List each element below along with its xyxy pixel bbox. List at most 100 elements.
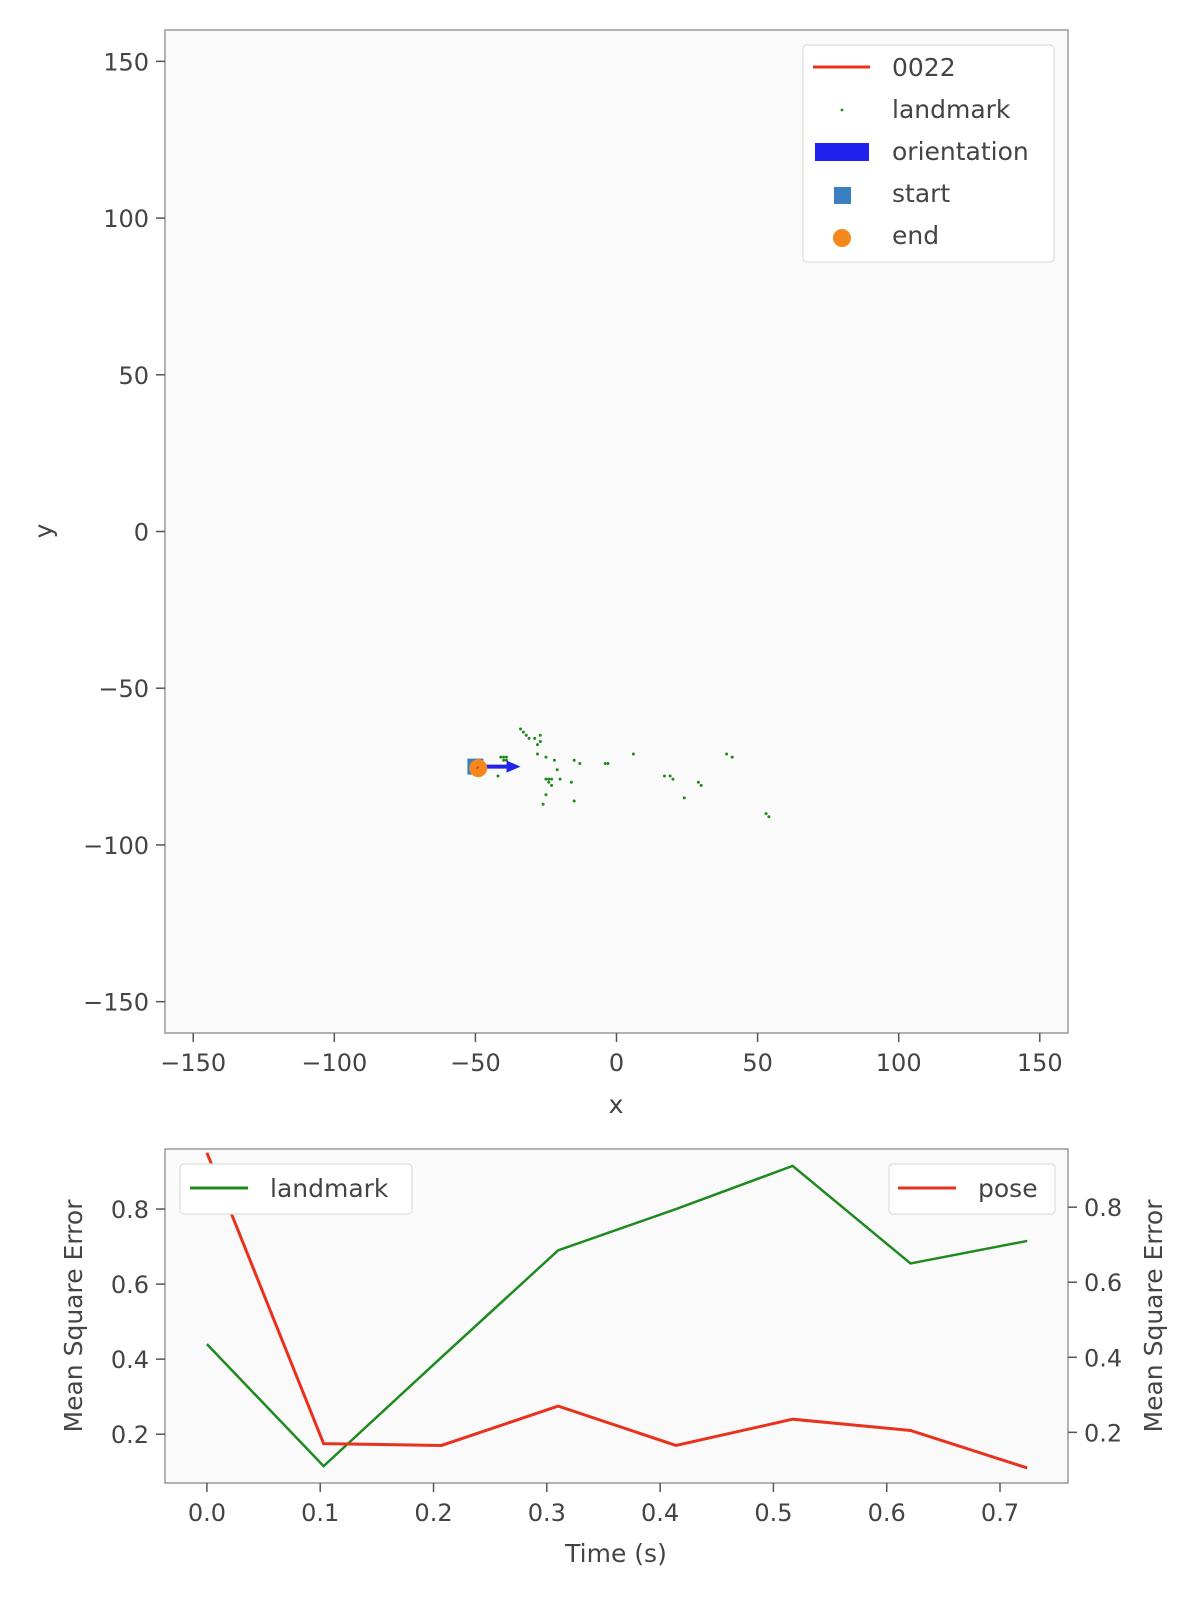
y-tick-label: 0: [134, 519, 149, 547]
trajectory-legend-box: [802, 44, 1055, 263]
landmark-point: [541, 802, 545, 806]
landmark-point: [699, 783, 703, 787]
legend-label-pose-error: pose: [978, 1174, 1038, 1203]
landmark-point: [550, 777, 554, 781]
orientation-arrow-head: [506, 760, 521, 773]
landmark-point: [606, 761, 610, 765]
right-y-tick-label: 0.2: [1084, 1419, 1122, 1447]
landmark-point: [696, 780, 700, 784]
legend-label-0022: 0022: [892, 53, 956, 82]
legend-swatch-landmark: [840, 108, 844, 112]
legend-label-landmark: landmark: [892, 95, 1011, 124]
landmark-legend: landmark: [179, 1163, 413, 1215]
x-tick-label: 100: [876, 1049, 922, 1077]
legend-swatch-end: [833, 229, 851, 247]
x-tick-label: −150: [160, 1049, 226, 1077]
landmark-point: [547, 780, 551, 784]
x-tick-label: 0.2: [414, 1499, 452, 1527]
landmark-point: [524, 733, 528, 737]
right-y-tick-label: 0.6: [1084, 1269, 1122, 1297]
landmark-point: [603, 761, 607, 765]
landmark-point: [504, 755, 508, 759]
landmark-point: [671, 777, 675, 781]
pose-legend-box: [888, 1163, 1056, 1215]
error-plot: 0.0 0.1 0.2 0.3 0.4 0.5 0.6 0.7 0.2 0.4 0.6 0.8 0.…: [59, 1148, 1168, 1568]
landmark-point: [544, 777, 548, 781]
x-tick-label: −50: [450, 1049, 501, 1077]
landmark-point: [578, 761, 582, 765]
x-tick-label: 0.0: [188, 1499, 226, 1527]
landmark-point: [535, 743, 539, 747]
landmark-point: [499, 755, 503, 759]
trajectory-y-axis-label: y: [29, 523, 58, 538]
right-y-tick-label: 0.4: [1084, 1344, 1122, 1372]
error-left-y-axis: 0.2 0.4 0.6 0.8: [111, 1196, 165, 1449]
error-x-axis-label: Time (s): [564, 1539, 667, 1568]
left-y-tick-label: 0.8: [111, 1196, 149, 1224]
landmark-point: [496, 774, 500, 778]
right-y-tick-label: 0.8: [1084, 1194, 1122, 1222]
legend-label-end: end: [892, 221, 939, 250]
landmark-point: [572, 758, 576, 762]
error-right-y-axis-label: Mean Square Error: [1139, 1199, 1168, 1433]
error-marks: [205, 1152, 1028, 1470]
landmark-point: [547, 777, 551, 781]
left-y-tick-label: 0.6: [111, 1271, 149, 1299]
landmark-point: [533, 736, 537, 740]
legend-label-orientation: orientation: [892, 137, 1029, 166]
landmark-point: [668, 774, 672, 778]
landmark-point: [569, 780, 573, 784]
legend-label-start: start: [892, 179, 950, 208]
x-tick-label: 150: [1017, 1049, 1063, 1077]
landmark-point: [521, 730, 525, 734]
legend-swatch-orientation: [815, 143, 869, 161]
landmark-point: [535, 752, 539, 756]
trajectory-y-axis: −150 −100 −50 0 50 100 150: [83, 48, 165, 1017]
y-tick-label: −50: [98, 675, 149, 703]
landmark-point: [730, 755, 734, 759]
x-tick-label: 0.6: [868, 1499, 906, 1527]
landmark-point: [502, 758, 506, 762]
y-tick-label: 150: [103, 48, 149, 76]
pose-legend: pose: [888, 1163, 1056, 1215]
trajectory-line: [475, 765, 480, 770]
x-tick-label: 50: [742, 1049, 773, 1077]
x-tick-label: 0.3: [528, 1499, 566, 1527]
landmark-point: [550, 783, 554, 787]
y-tick-label: 50: [118, 362, 149, 390]
legend-label-landmark-error: landmark: [270, 1174, 389, 1203]
x-tick-label: 0: [609, 1049, 624, 1077]
error-left-y-axis-label: Mean Square Error: [59, 1199, 88, 1433]
x-tick-label: 0.7: [981, 1499, 1019, 1527]
trajectory-x-axis: −150 −100 −50 0 50 100 150: [160, 1033, 1063, 1077]
x-tick-label: 0.4: [641, 1499, 679, 1527]
landmark-error-line: [206, 1164, 1028, 1468]
landmark-legend-box: [179, 1163, 413, 1215]
trajectory-plot: −150 −100 −50 0 50 100 150 −150 −100 −50 0 50 100 15…: [29, 29, 1069, 1119]
y-tick-label: −150: [83, 989, 149, 1017]
x-tick-label: 0.5: [754, 1499, 792, 1527]
landmark-point: [544, 755, 548, 759]
y-tick-label: 100: [103, 205, 149, 233]
landmark-point: [552, 758, 556, 762]
left-y-tick-label: 0.2: [111, 1421, 149, 1449]
landmark-point: [519, 727, 523, 731]
landmark-point: [502, 755, 506, 759]
landmark-point: [572, 799, 576, 803]
y-tick-label: −100: [83, 832, 149, 860]
landmark-point: [662, 774, 666, 778]
landmark-point: [631, 752, 635, 756]
x-tick-label: −100: [301, 1049, 367, 1077]
landmark-point: [764, 812, 768, 816]
landmark-point: [555, 768, 559, 772]
trajectory-legend: 0022 landmark orientation start end: [802, 44, 1055, 263]
landmark-point: [682, 796, 686, 800]
x-tick-label: 0.1: [301, 1499, 339, 1527]
legend-swatch-start: [834, 187, 851, 204]
landmark-point: [538, 740, 542, 744]
landmark-point: [527, 736, 531, 740]
pose-error-line: [205, 1152, 1028, 1470]
landmark-point: [725, 752, 729, 756]
trajectory-x-axis-label: x: [609, 1090, 624, 1119]
